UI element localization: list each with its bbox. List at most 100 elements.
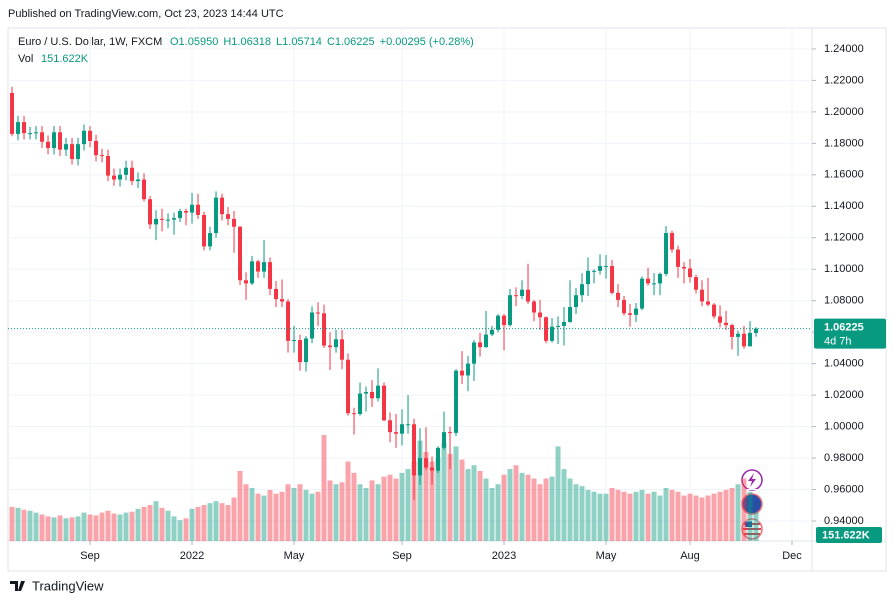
volume-bar [729,488,735,541]
volume-bar [393,478,399,541]
volume-bar [621,491,627,541]
volume-bar [153,501,159,541]
candle-body [538,312,543,318]
y-tick-label: 1.00000 [824,421,864,433]
volume-bar [27,510,33,541]
volume-axis-label: 151.622K [822,529,870,541]
volume-bar [465,469,471,541]
volume-bar [543,478,549,541]
candle-body [94,140,99,156]
volume-bar [117,514,123,541]
y-tick-label: 1.04000 [824,358,864,370]
candle-body [382,385,387,421]
volume-bar [435,457,441,541]
candle-body [310,312,315,339]
volume-bar [243,484,249,541]
candle-body [172,218,177,220]
candle-body [466,363,471,376]
y-tick-label: 0.98000 [824,452,864,464]
volume-bar [195,506,201,541]
candle-body [664,233,669,274]
candle-body [10,92,15,134]
candle-body [64,144,69,150]
candle-body [496,315,501,330]
volume-bar [747,491,753,541]
volume-bar [123,512,129,541]
candle-body [166,219,171,221]
candle-body [232,218,237,227]
volume-bar [489,488,495,541]
volume-bar [303,489,309,541]
candle-body [682,266,687,269]
volume-bar [369,480,375,541]
candle-body [502,315,507,326]
candle-body [658,273,663,284]
candle-body [754,328,759,333]
y-tick-label: 1.08000 [824,295,864,307]
candle-body [352,413,357,415]
candle-body [334,339,339,348]
volume-bar [699,497,705,541]
volume-bar [693,495,699,541]
volume-bar [39,514,45,541]
volume-bar [105,510,111,541]
volume-bar [87,514,93,541]
volume-bar [735,484,741,541]
x-tick-label: May [284,550,305,562]
volume-bar [705,495,711,541]
candle-body [676,249,681,267]
candle-body [208,233,213,247]
volume-bar [327,480,333,541]
candle-body [640,278,645,309]
candle-body [604,266,609,268]
candle-body [652,283,657,285]
candle-body [376,385,381,399]
volume-bar [63,518,69,541]
candle-body [730,325,735,337]
candle-body [274,288,279,300]
volume-bar [141,506,147,541]
volume-bar [669,489,675,541]
volume-bar [501,474,507,541]
volume-bar [69,517,75,541]
y-tick-label: 1.24000 [824,43,864,55]
candle-body [46,141,51,149]
x-tick-label: Sep [392,550,412,562]
volume-bar [591,491,597,541]
candle-body [424,458,429,468]
countdown: 4d 7h [824,336,852,348]
chart-frame [7,27,887,572]
volume-bar [177,520,183,541]
candle-body [238,226,243,281]
candle-body [388,420,393,433]
volume-bar [537,484,543,541]
candle-body [628,313,633,315]
candle-body [580,284,585,296]
candle-body [544,317,549,341]
volume-bar [471,465,477,541]
candle-body [202,214,207,247]
volume-bar [129,511,135,541]
candle-body [190,204,195,213]
candle-body [22,122,27,134]
volume-bar [585,489,591,541]
volume-bar [33,512,39,541]
brand-name: TradingView [32,578,104,593]
volume-bar [321,435,327,541]
y-tick-label: 1.02000 [824,389,864,401]
candle-body [154,218,159,225]
candle-body [532,301,537,313]
candle-body [226,214,231,219]
candle-body [220,197,225,215]
candle-body [262,262,267,272]
candle-body [448,432,453,434]
volume-bar [411,461,417,541]
candle-body [16,122,21,134]
volume-bar [627,493,633,541]
volume-bar [483,478,489,541]
candle-body [298,340,303,363]
volume-bar [507,469,513,541]
volume-bar [219,503,225,541]
candle-body [694,277,699,290]
